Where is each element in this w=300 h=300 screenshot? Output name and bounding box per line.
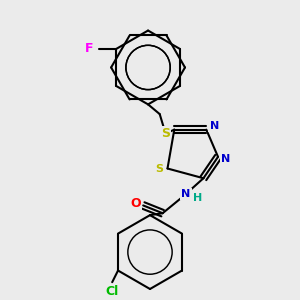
Text: N: N	[221, 154, 230, 164]
Text: S: S	[156, 164, 164, 173]
Text: O: O	[130, 197, 141, 210]
Text: Cl: Cl	[106, 285, 119, 298]
Text: N: N	[209, 121, 219, 131]
Text: F: F	[85, 43, 93, 56]
Text: N: N	[181, 189, 190, 199]
Text: H: H	[193, 193, 202, 203]
Text: S: S	[161, 127, 170, 140]
